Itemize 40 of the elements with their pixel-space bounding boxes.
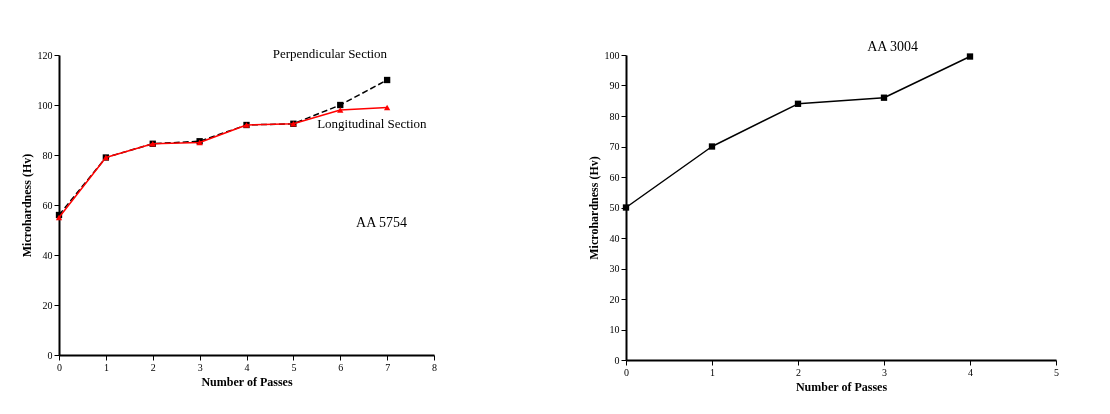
y-tick-label: 20 — [609, 293, 620, 305]
x-axis-title: Number of Passes — [201, 374, 293, 389]
x-tick-label: 8 — [432, 361, 437, 373]
x-tick-label: 7 — [385, 361, 391, 373]
x-tick-label: 2 — [150, 361, 156, 373]
y-tick-label: 70 — [609, 141, 620, 152]
y-tick-label: 40 — [42, 249, 53, 261]
x-tick-label: 2 — [796, 366, 801, 378]
x-tick-label: 3 — [197, 361, 203, 373]
series-label: Longitudinal Section — [317, 115, 428, 131]
x-tick-label: 5 — [291, 361, 297, 373]
y-tick-label: 0 — [47, 349, 53, 361]
text: AA 3004 — [867, 39, 919, 54]
x-tick-label: 4 — [968, 366, 973, 378]
y-tick-label: 40 — [609, 232, 620, 244]
x-tick-label: 1 — [103, 361, 109, 373]
y-tick-label: 60 — [609, 171, 620, 183]
y-axis-title: Microhardness (Hv) — [586, 156, 601, 260]
y-tick-label: 20 — [42, 299, 53, 311]
x-tick-label: 4 — [244, 361, 250, 373]
y-tick-label: 80 — [42, 149, 53, 161]
x-tick-label: 6 — [338, 361, 344, 373]
y-tick-label: 10 — [609, 324, 620, 335]
y-tick-label: 60 — [42, 199, 53, 211]
series-label: Perpendicular Section — [272, 46, 388, 61]
y-tick-label: 120 — [37, 49, 53, 61]
annotation: AA 5754 — [356, 215, 407, 230]
x-axis-title: Number of Passes — [795, 379, 888, 394]
x-tick-label: 0 — [57, 361, 62, 373]
y-tick-label: 30 — [609, 263, 620, 274]
y-tick-label: 90 — [609, 80, 620, 91]
x-tick-label: 0 — [624, 366, 629, 378]
x-tick-label: 3 — [882, 366, 887, 378]
y-axis-title: Microhardness (Hv) — [19, 153, 34, 258]
y-tick-label: 80 — [609, 110, 620, 122]
x-tick-label: 1 — [710, 366, 715, 378]
y-tick-label: 100 — [37, 99, 53, 111]
x-tick-label: 5 — [1054, 366, 1059, 378]
y-tick-label: 50 — [609, 202, 620, 213]
y-tick-label: 100 — [604, 49, 620, 61]
